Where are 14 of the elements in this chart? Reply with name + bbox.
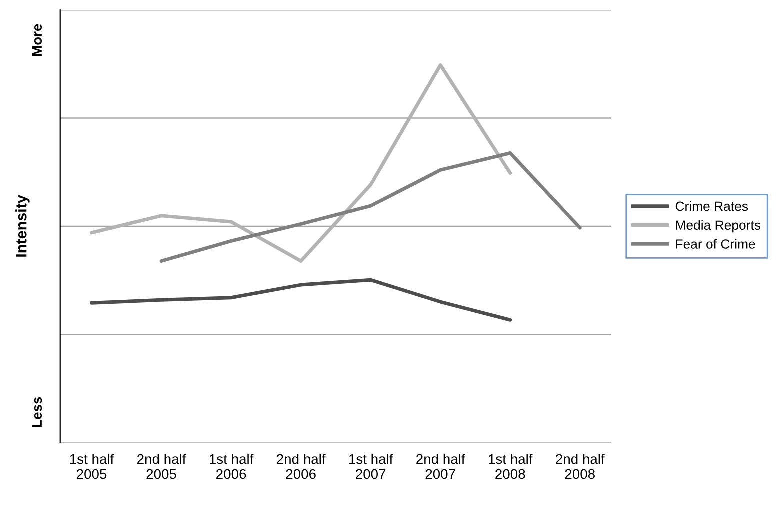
x-tick-label: 1st half 2007 [350, 454, 394, 480]
legend-label: Crime Rates [676, 201, 748, 212]
x-tick-label: 2nd half 2006 [277, 454, 326, 480]
text: More [32, 24, 42, 56]
x-tick-label: 2nd half 2008 [556, 454, 605, 480]
legend-label: Media Reports [676, 220, 761, 233]
legend-label: Fear of Crime [676, 239, 756, 249]
x-tick-label: 2nd half 2005 [138, 454, 186, 480]
x-tick-label: 1st half 2006 [210, 454, 254, 480]
y-axis-title: Intensity [16, 195, 30, 257]
x-tick-label: 2nd half 2007 [416, 454, 466, 480]
x-tick-label: 1st half 2008 [489, 454, 533, 480]
x-tick-label: 1st half 2005 [70, 454, 114, 480]
text: Less [32, 397, 42, 428]
